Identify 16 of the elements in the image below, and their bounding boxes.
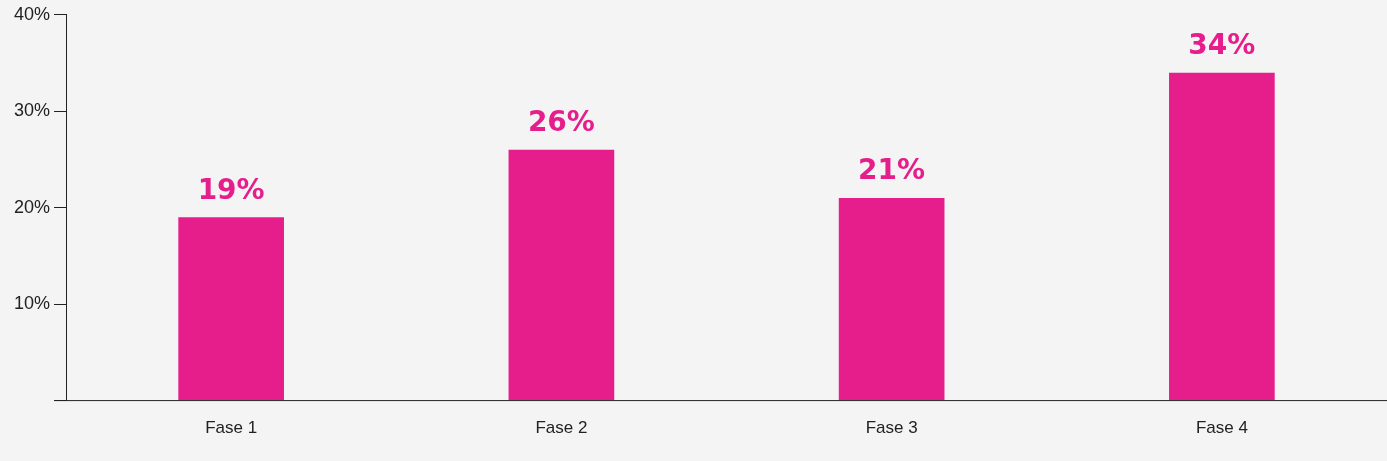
y-tick-label: 40%: [14, 3, 51, 24]
y-tick-label: 10%: [14, 293, 51, 314]
bar: [178, 217, 284, 401]
x-tick-label: Fase 3: [865, 418, 918, 438]
x-tick-label: Fase 1: [205, 418, 258, 438]
data-label: 26%: [527, 105, 595, 139]
x-tick-label: Fase 4: [1195, 418, 1248, 438]
bar: [1169, 72, 1275, 401]
data-label: 34%: [1188, 27, 1256, 61]
y-tick-label: 30%: [14, 100, 51, 121]
data-label: 21%: [858, 153, 926, 187]
bar: [508, 149, 615, 401]
bar: [838, 198, 945, 401]
x-tick-label: Fase 2: [535, 418, 588, 438]
data-label: 19%: [197, 172, 265, 206]
y-tick-label: 20%: [14, 196, 51, 217]
